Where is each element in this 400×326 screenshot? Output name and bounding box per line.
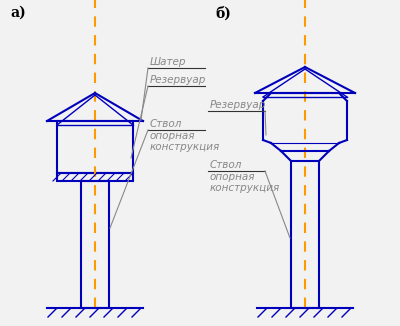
Text: опорная: опорная <box>150 131 196 141</box>
Text: конструкция: конструкция <box>210 183 280 193</box>
Bar <box>57 121 133 173</box>
Text: а): а) <box>10 6 26 20</box>
Text: конструкция: конструкция <box>150 142 220 152</box>
Bar <box>57 173 133 181</box>
Text: Ствол: Ствол <box>210 160 242 170</box>
Text: Ствол: Ствол <box>150 119 182 129</box>
Text: Шатер: Шатер <box>150 57 186 67</box>
Bar <box>291 161 319 308</box>
Text: опорная: опорная <box>210 172 256 182</box>
Text: Резервуар: Резервуар <box>210 100 266 110</box>
Text: Резервуар: Резервуар <box>150 75 206 85</box>
Bar <box>81 181 109 308</box>
Text: б): б) <box>215 6 231 20</box>
